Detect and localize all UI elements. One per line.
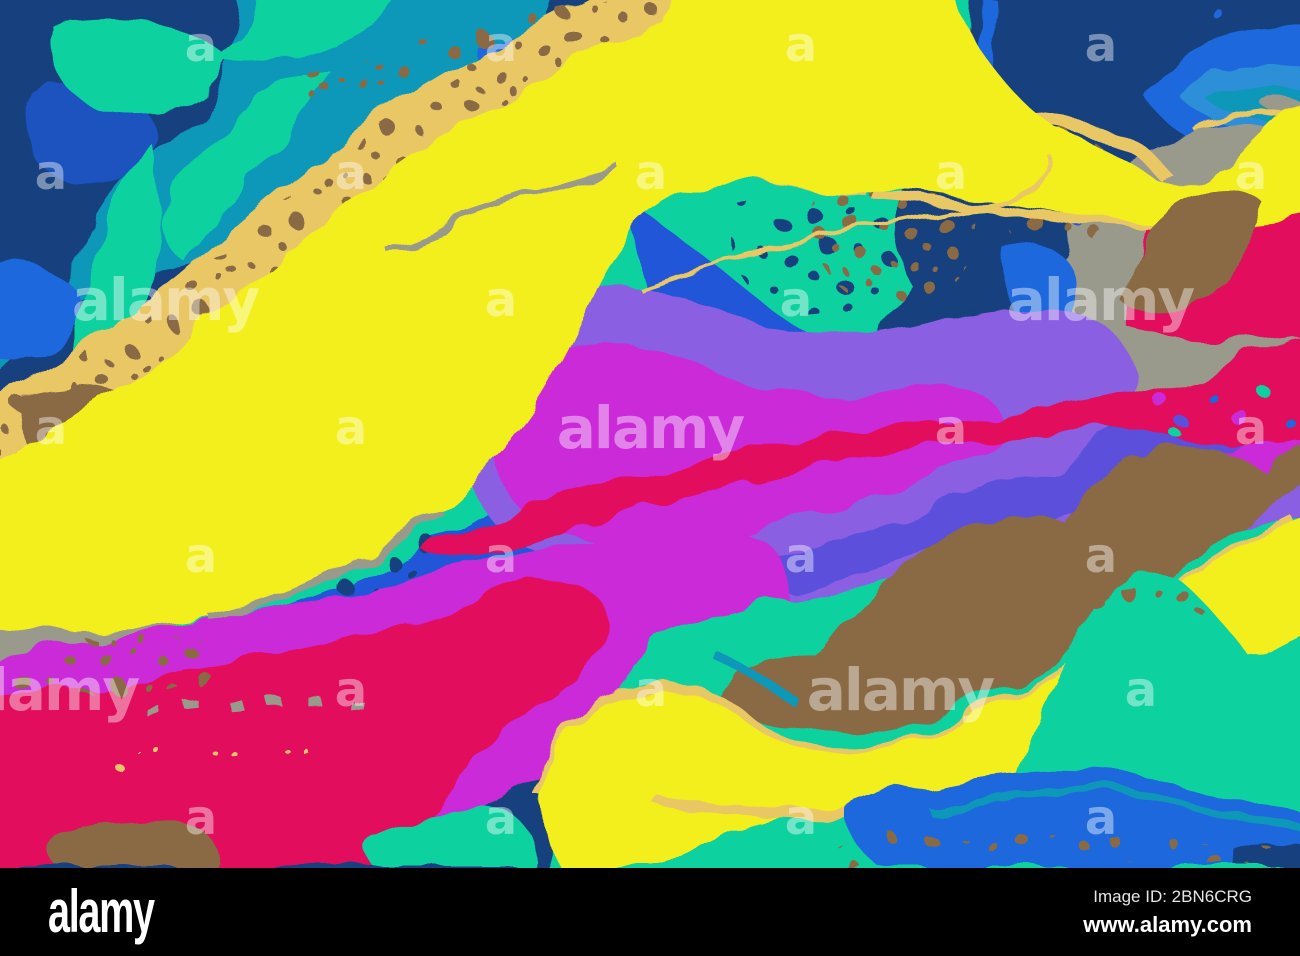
paint-confetti-dot [1205,390,1215,400]
paint-green-wedge [364,811,536,868]
paint-brown-blob-bottom [47,816,218,868]
paint-yellow-swoop [545,519,1300,868]
paint-gold-thread [639,160,1062,292]
paint-brown-band-right [1120,189,1265,314]
paint-green-ribbon [53,22,228,112]
paint-layers [0,0,1300,868]
paint-blue-swirl [0,262,82,358]
paint-confetti-dot [1175,433,1185,443]
paint-confetti-dot [1232,410,1248,426]
marble-artwork-canvas [0,0,1300,868]
speckle-tan-flecks [103,738,341,772]
alamy-url: www.alamy.com [1083,911,1252,937]
paint-confetti-dot [1179,419,1191,431]
paint-confetti-dot [1153,393,1167,407]
speckle-brown-mountain [1054,585,1215,629]
marble-artwork [0,0,1300,868]
paint-brown-mountain [718,450,1300,731]
paint-confetti [1153,390,1300,443]
speckle-brown-patch [51,633,219,696]
paint-gray-line [381,165,621,250]
alamy-logo: alamy [48,878,155,945]
paint-confetti-dot [1290,423,1300,433]
paint-eddy-tan-swirl [1196,110,1300,138]
paint-crimson-band [420,337,1300,563]
paint-teal-wisp [718,655,803,710]
speckle-brown-border [0,0,701,459]
paint-green-ribbon [215,0,395,64]
paint-yellow-band [0,0,1300,631]
paint-gray-line [209,507,443,622]
footer-bar: alamy Image ID: 2BN6CRG www.alamy.com [0,868,1300,956]
image-meta: Image ID: 2BN6CRG www.alamy.com [1083,887,1252,938]
speckle-brown-border [294,0,704,115]
paint-teal-wave [928,788,1300,835]
paint-navy-dot [1213,9,1223,19]
paint-confetti-dot [1264,392,1276,404]
speckle-brown-shore [828,834,1300,868]
paint-crimson-field [0,580,608,868]
paint-green-ribbon [163,70,330,262]
image-id: Image ID: 2BN6CRG [1093,886,1252,906]
